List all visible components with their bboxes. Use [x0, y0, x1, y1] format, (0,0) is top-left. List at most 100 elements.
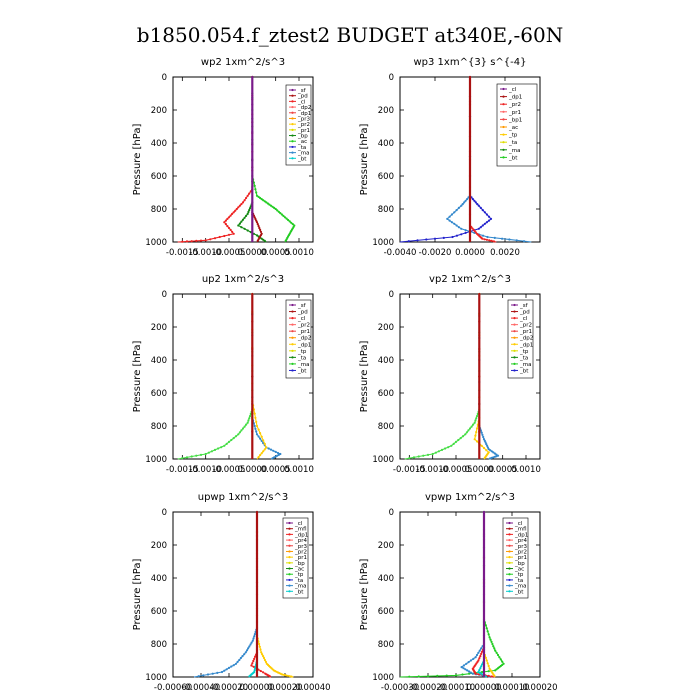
series-point [485, 443, 488, 446]
series-point [255, 234, 259, 237]
x-tick-label: 0.00020 [267, 683, 302, 693]
x-tick-label: 0.0000 [237, 465, 267, 475]
y-tick-label: 800 [151, 205, 167, 215]
legend-marker [291, 356, 294, 359]
legend-marker [502, 148, 505, 151]
legend-marker [513, 310, 516, 313]
series-point [243, 653, 246, 656]
y-tick-label: 1000 [145, 455, 167, 465]
x-tick-label: 0.00040 [295, 683, 330, 693]
series-point [465, 662, 468, 665]
series-point [425, 238, 428, 241]
series-point [481, 670, 484, 674]
legend-marker [291, 336, 294, 339]
series-point [478, 657, 481, 660]
series-point [232, 232, 235, 235]
series-point [468, 427, 472, 430]
series-point [237, 206, 240, 209]
legend-label: _pr2 [514, 549, 527, 555]
legend-marker [502, 125, 505, 129]
series-point [268, 203, 271, 206]
legend-box [285, 84, 312, 166]
series-point [488, 239, 491, 242]
legend-marker [502, 110, 505, 113]
series-point [269, 448, 273, 451]
series-point [466, 198, 469, 201]
legend-label: _pr3 [294, 544, 308, 550]
series-point [487, 215, 491, 218]
series-point [280, 213, 283, 216]
y-tick-label: 800 [378, 205, 394, 215]
series-point [255, 221, 259, 224]
series-point [230, 665, 233, 668]
legend: _sf_pd_cl_dp2_dp1_pr3_pr2_pr1_bp_ac_ta_m… [285, 84, 312, 166]
legend-label: _ac [294, 567, 304, 573]
legend-label: _pr4 [294, 538, 308, 544]
series-point [238, 658, 241, 662]
series-point [489, 457, 492, 460]
plot-frame [172, 511, 314, 678]
series-point [263, 448, 266, 451]
y-tick-label: 600 [151, 172, 167, 182]
series-point [251, 103, 254, 106]
legend-label: _tp [297, 349, 307, 355]
series-point [487, 664, 490, 668]
legend-marker [508, 533, 511, 536]
legend-label: _dp1 [297, 342, 311, 348]
y-tick-label: 800 [378, 422, 394, 432]
series-point [501, 237, 504, 240]
series-point [260, 452, 263, 455]
series-point [207, 451, 210, 454]
series-point [464, 229, 467, 232]
series-point [469, 671, 472, 674]
legend-marker [508, 561, 511, 564]
y-tick-label: 1000 [372, 238, 394, 248]
series-point [494, 669, 497, 672]
legend-marker [502, 118, 505, 121]
series-point [481, 663, 484, 666]
series-point [461, 203, 464, 206]
legend-marker [508, 556, 511, 559]
series-point [487, 633, 490, 636]
legend: _cl_mfl_dp1_pr4_pr3_pr2_pr1_bp_ac_tp_ta_… [282, 517, 309, 599]
series-point [433, 237, 437, 240]
series-point [470, 425, 473, 428]
series-point [480, 444, 483, 447]
series-point [478, 430, 481, 433]
legend-marker [508, 573, 511, 576]
series-point [206, 673, 210, 676]
series-point [483, 238, 486, 241]
series-point [434, 451, 437, 454]
series-point [453, 211, 456, 214]
series-point [195, 239, 198, 242]
series-point [468, 670, 471, 673]
series-point [267, 447, 270, 450]
legend-label: _ac [514, 567, 524, 573]
legend-label: _ma [519, 362, 531, 368]
plot-frame [399, 511, 541, 678]
series-point [255, 424, 259, 428]
series-point [230, 438, 233, 442]
series-point [479, 655, 482, 658]
legend-label: _ta [297, 355, 306, 361]
x-tick-label: -0.0015 [393, 465, 426, 475]
series-point [515, 239, 518, 242]
panel-1: wp2 1xm^2/s^302004006008001000-0.0015-0.… [132, 57, 314, 258]
series-point [408, 457, 411, 460]
series-point [269, 204, 273, 207]
series-point [468, 185, 472, 189]
series-point [480, 431, 483, 434]
series-point [492, 240, 495, 243]
series-point [473, 199, 476, 202]
y-tick-label: 800 [151, 422, 167, 432]
legend-label: _pr1 [519, 329, 532, 335]
series-point [448, 215, 451, 218]
series-point [248, 415, 252, 418]
legend-label: _ta [508, 140, 517, 146]
series-point [240, 220, 243, 223]
legend-marker [288, 521, 291, 525]
series-point [290, 675, 293, 678]
series-point [490, 239, 493, 242]
series-point [250, 664, 253, 667]
legend-label: _pr2 [508, 102, 521, 108]
